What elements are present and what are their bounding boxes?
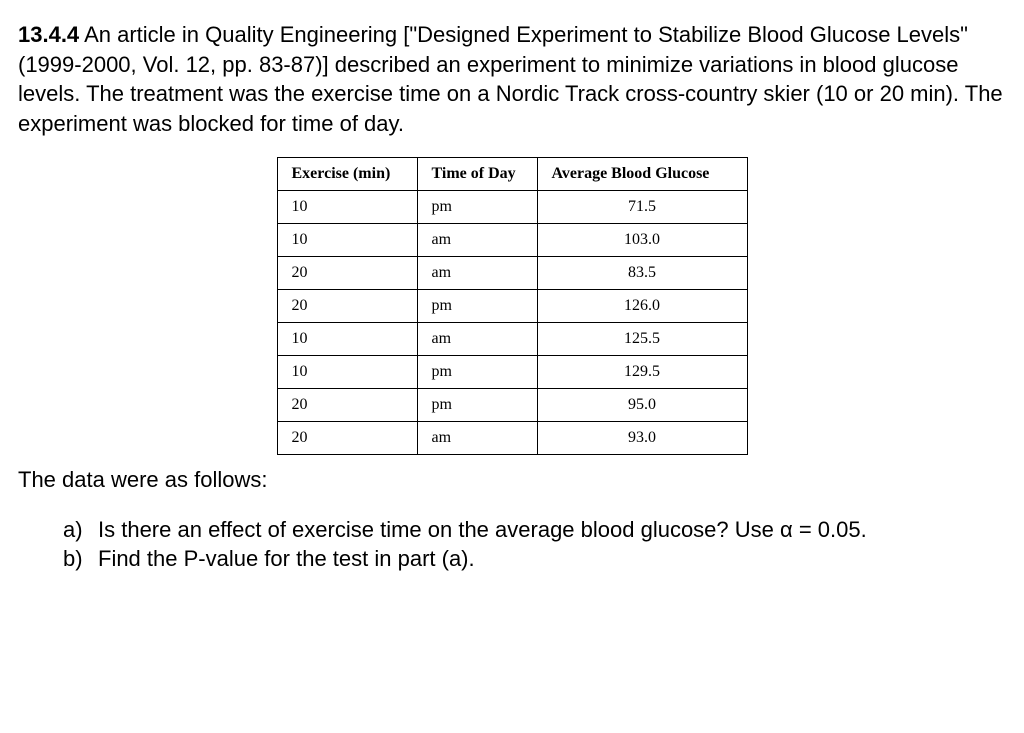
question-b: b) Find the P-value for the test in part… — [63, 544, 1006, 574]
cell-exercise: 20 — [277, 421, 417, 454]
table-row: 10 pm 129.5 — [277, 355, 747, 388]
question-b-text: Find the P-value for the test in part (a… — [98, 544, 475, 574]
cell-exercise: 10 — [277, 322, 417, 355]
problem-number: 13.4.4 — [18, 22, 79, 47]
cell-glucose: 103.0 — [537, 223, 747, 256]
table-header-timeofday: Time of Day — [417, 157, 537, 190]
cell-timeofday: am — [417, 322, 537, 355]
table-header-glucose: Average Blood Glucose — [537, 157, 747, 190]
table-row: 20 pm 95.0 — [277, 388, 747, 421]
problem-intro-text: An article in Quality Engineering ["Desi… — [18, 22, 1003, 136]
table-row: 20 pm 126.0 — [277, 289, 747, 322]
cell-timeofday: am — [417, 421, 537, 454]
table-body: 10 pm 71.5 10 am 103.0 20 am 83.5 20 pm … — [277, 190, 747, 454]
cell-exercise: 20 — [277, 289, 417, 322]
cell-exercise: 20 — [277, 256, 417, 289]
problem-intro: 13.4.4 An article in Quality Engineering… — [18, 20, 1006, 139]
question-a-text: Is there an effect of exercise time on t… — [98, 515, 867, 545]
question-b-label: b) — [63, 544, 98, 574]
cell-timeofday: pm — [417, 190, 537, 223]
cell-exercise: 10 — [277, 190, 417, 223]
cell-exercise: 10 — [277, 355, 417, 388]
data-table-wrapper: Exercise (min) Time of Day Average Blood… — [18, 157, 1006, 455]
table-header-row: Exercise (min) Time of Day Average Blood… — [277, 157, 747, 190]
questions-list: a) Is there an effect of exercise time o… — [18, 515, 1006, 574]
table-header-exercise: Exercise (min) — [277, 157, 417, 190]
cell-timeofday: pm — [417, 289, 537, 322]
follows-text: The data were as follows: — [18, 467, 1006, 493]
table-row: 10 am 103.0 — [277, 223, 747, 256]
cell-timeofday: am — [417, 223, 537, 256]
table-row: 10 am 125.5 — [277, 322, 747, 355]
cell-glucose: 93.0 — [537, 421, 747, 454]
cell-glucose: 125.5 — [537, 322, 747, 355]
table-row: 20 am 83.5 — [277, 256, 747, 289]
question-a-label: a) — [63, 515, 98, 545]
cell-timeofday: am — [417, 256, 537, 289]
cell-timeofday: pm — [417, 355, 537, 388]
cell-exercise: 20 — [277, 388, 417, 421]
table-row: 10 pm 71.5 — [277, 190, 747, 223]
cell-glucose: 83.5 — [537, 256, 747, 289]
data-table: Exercise (min) Time of Day Average Blood… — [277, 157, 748, 455]
cell-timeofday: pm — [417, 388, 537, 421]
cell-exercise: 10 — [277, 223, 417, 256]
table-row: 20 am 93.0 — [277, 421, 747, 454]
question-a: a) Is there an effect of exercise time o… — [63, 515, 1006, 545]
cell-glucose: 95.0 — [537, 388, 747, 421]
cell-glucose: 129.5 — [537, 355, 747, 388]
cell-glucose: 126.0 — [537, 289, 747, 322]
cell-glucose: 71.5 — [537, 190, 747, 223]
